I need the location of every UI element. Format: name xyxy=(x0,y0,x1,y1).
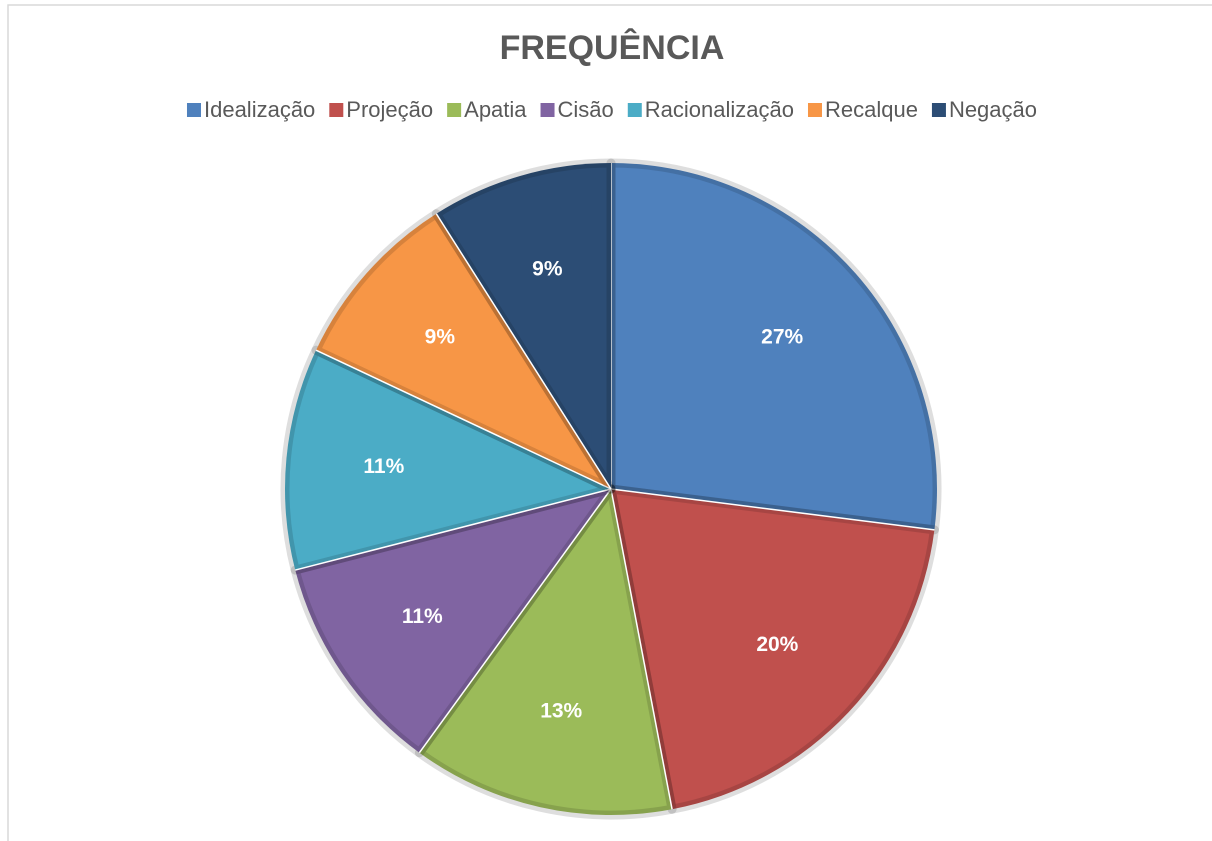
legend-swatch xyxy=(931,103,946,117)
legend-label: Apatia xyxy=(464,97,527,122)
legend-label: Racionalização xyxy=(645,97,794,122)
pie-slice xyxy=(280,345,616,575)
legend-label: Recalque xyxy=(825,97,918,122)
legend-swatch xyxy=(447,103,462,117)
pie-slice xyxy=(414,484,677,820)
pie-slice xyxy=(606,484,939,814)
legend-label: Cisão xyxy=(558,97,614,122)
slice-separator xyxy=(435,213,612,490)
data-label: 20% xyxy=(756,633,798,656)
data-label: 9% xyxy=(532,257,563,280)
slice-separator xyxy=(418,488,612,754)
legend-swatch xyxy=(186,103,201,117)
data-label: 9% xyxy=(425,326,456,349)
slice-separator xyxy=(610,488,673,810)
data-label: 13% xyxy=(540,699,582,722)
legend-swatch xyxy=(540,103,555,117)
slice-separator xyxy=(610,488,935,531)
legend-swatch xyxy=(627,103,642,117)
pie-slice xyxy=(431,158,616,494)
legend: Idealização Projeção Apatia Cisão Racionaliz… xyxy=(186,97,1037,122)
pie-slice xyxy=(606,158,942,535)
slice-separator xyxy=(315,349,612,490)
pie-slice xyxy=(311,209,616,494)
legend-label: Negação xyxy=(949,97,1037,122)
data-label: 27% xyxy=(761,326,803,349)
data-label: 11% xyxy=(363,455,404,478)
data-label: 11% xyxy=(402,605,443,628)
legend-label: Projeção xyxy=(346,97,433,122)
chart-title: FREQUÊNCIA xyxy=(500,29,725,67)
chart-border xyxy=(7,4,1212,841)
legend-swatch xyxy=(329,103,344,117)
legend-label: Idealização xyxy=(204,97,315,122)
slice-separator xyxy=(295,488,612,571)
pie-slice xyxy=(290,484,616,758)
legend-swatch xyxy=(807,103,822,117)
